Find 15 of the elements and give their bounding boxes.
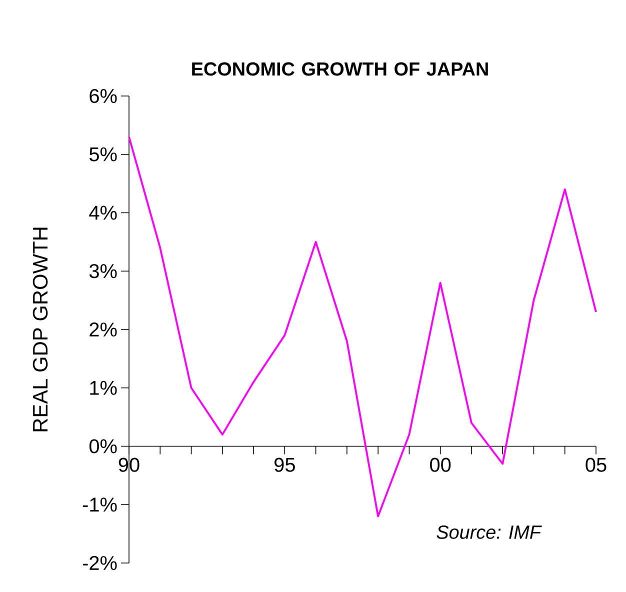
- y-tick-label: 2%: [90, 322, 117, 337]
- x-tick-label: 00: [430, 458, 451, 472]
- y-tick-label: 6%: [90, 88, 117, 104]
- chart-title: ECONOMIC GROWTH OF JAPAN: [192, 62, 488, 76]
- y-tick-label: -1%: [82, 498, 117, 512]
- y-tick-label: 1%: [90, 380, 117, 395]
- annotation: Source: IMF: [436, 525, 542, 539]
- y-tick-label: 3%: [89, 264, 117, 278]
- x-tick-label: 05: [586, 458, 606, 472]
- x-tick-label: 95: [274, 458, 295, 472]
- y-tick-label: 0%: [89, 439, 117, 454]
- y-tick-label: -2%: [82, 556, 117, 570]
- y-tick-label: 4%: [89, 206, 117, 220]
- y-tick-label: 5%: [89, 147, 117, 162]
- y-axis-title: REAL GDP GROWTH: [32, 228, 48, 432]
